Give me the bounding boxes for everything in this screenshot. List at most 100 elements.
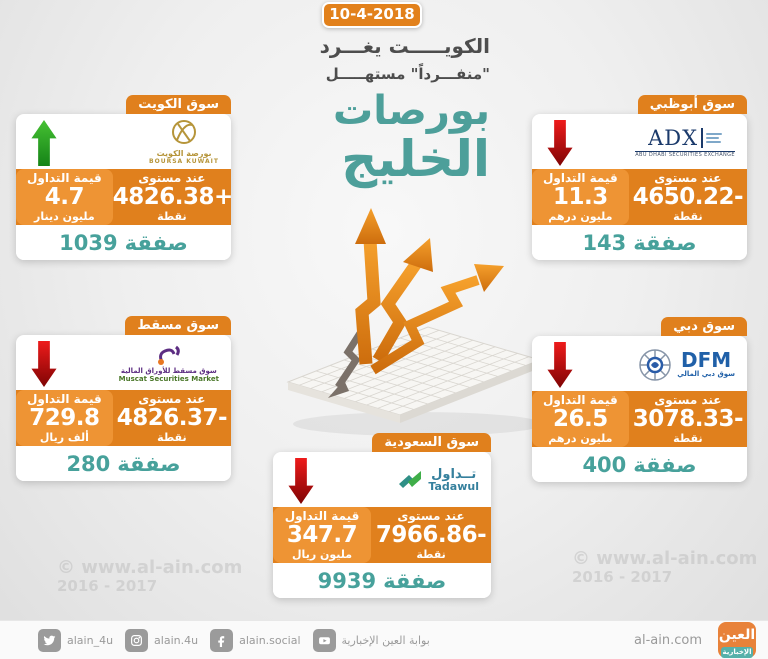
boursa-kuwait-emblem-icon (172, 120, 197, 145)
market-card-kuwait: سوق الكويت بورصة الكويت BOURSA KUWAIT قي… (16, 95, 234, 260)
adx-arabic-lines-icon (706, 133, 723, 144)
watermark: © www.al-ain.com 2016 - 2017 (57, 557, 243, 596)
twitter-icon (38, 628, 61, 652)
down-arrow-icon (31, 340, 57, 387)
trade-value-unit: مليون درهم (548, 209, 613, 223)
market-card-muscat: سوق مسقط سوق مسقط للأوراق المالية Muscat… (16, 316, 231, 481)
trade-value-label: قيمة التداول (543, 171, 618, 186)
dfm-compass-icon (639, 348, 671, 381)
level-value: 4650.22- (632, 184, 744, 211)
trade-value-unit: ألف ريال (39, 430, 89, 444)
dfm-wordmark: DFM (681, 348, 732, 373)
dfm-ar: سوق دبي المالي (677, 370, 735, 379)
deals-label: صفقة (633, 230, 697, 255)
boursa-kuwait-en: BOURSA KUWAIT (149, 157, 219, 165)
headline: الكويـــــت يغـــرد "منفـــرداً" مستهـــ… (230, 34, 490, 184)
deals-count: 143 (582, 230, 627, 255)
level-value: 4826.38+ (112, 184, 234, 211)
msm-logo: سوق مسقط للأوراق المالية Muscat Securiti… (119, 344, 219, 383)
level-value: 4826.37- (116, 405, 228, 432)
trade-value-label: قيمة التداول (284, 509, 360, 524)
headline-line4: الخليج (341, 129, 490, 188)
level-label: عند مستوى (138, 171, 206, 186)
trade-value-label: قيمة التداول (27, 171, 102, 186)
tadawul-logo: تــداول Tadawul (399, 468, 479, 494)
youtube-icon (312, 628, 336, 652)
trade-value: 729.8 (29, 405, 100, 432)
down-arrow-icon (288, 457, 314, 504)
facebook-icon (210, 628, 234, 652)
dfm-logo: DFM سوق دبي المالي (638, 348, 735, 382)
growth-arrows-illustration (286, 208, 543, 436)
boursa-kuwait-ar: بورصة الكويت (156, 149, 212, 159)
level-label: عند مستوى (654, 171, 722, 186)
headline-line2: "منفـــرداً" مستهـــــل (325, 65, 490, 83)
market-tab-muscat: سوق مسقط (125, 316, 231, 335)
deals-count: 400 (582, 452, 627, 477)
adx-wordmark: ADX (648, 126, 699, 151)
down-arrow-icon (547, 341, 573, 388)
deals-count: 9939 (317, 568, 377, 593)
facebook-link[interactable]: alain.social (210, 628, 301, 652)
tadawul-mark-icon (399, 471, 422, 489)
level-value: 7966.86- (375, 522, 487, 549)
level-label: عند مستوى (654, 393, 722, 408)
facebook-handle: alain.social (239, 633, 301, 647)
points-label: نقطة (673, 209, 703, 223)
msm-swirl-icon (157, 345, 180, 365)
instagram-link[interactable]: alain.4u (125, 628, 199, 652)
alain-logo[interactable]: العين الإخبارية (718, 622, 756, 658)
tadawul-ar: تــداول (431, 466, 477, 482)
adx-divider (701, 128, 704, 149)
adx-subtitle: ABU DHABI SECURITIES EXCHANGE (635, 151, 735, 159)
deals-count: 1039 (59, 230, 118, 255)
trade-value: 347.7 (286, 522, 358, 549)
twitter-handle: alain_4u (67, 633, 114, 647)
tadawul-en: Tadawul (428, 479, 479, 493)
twitter-link[interactable]: alain_4u (38, 628, 114, 652)
trade-value-unit: مليون دينار (34, 209, 95, 223)
trade-value-unit: مليون درهم (548, 431, 613, 445)
youtube-link[interactable]: بوابة العين الإخبارية (312, 628, 430, 652)
trade-value-unit: مليون ريال (292, 547, 353, 561)
down-arrow-icon (547, 119, 573, 166)
market-tab-dubai: سوق دبي (661, 317, 747, 336)
rising-arrows-orange (355, 208, 504, 375)
trade-value: 4.7 (44, 184, 85, 211)
market-card-saudi: سوق السعودية تــداول Tadawul قيمة التداو… (273, 433, 491, 598)
market-card-abudhabi: سوق أبوظبي ADX ABU DHABI SECURITIES EXCH… (532, 95, 747, 260)
market-tab-kuwait: سوق الكويت (126, 95, 231, 114)
deals-count: 280 (66, 451, 111, 476)
instagram-handle: alain.4u (154, 633, 199, 647)
deals-label: صفقة (383, 568, 447, 593)
falling-arrow-dark (328, 328, 365, 398)
site-url[interactable]: al-ain.com (634, 632, 702, 648)
msm-en: Muscat Securities Market (118, 375, 219, 383)
level-label: عند مستوى (138, 392, 206, 407)
trade-value-label: قيمة التداول (543, 393, 618, 408)
instagram-icon (125, 628, 149, 652)
alain-logo-sub: الإخبارية (721, 647, 753, 658)
adx-logo: ADX ABU DHABI SECURITIES EXCHANGE (635, 126, 735, 159)
msm-ar: سوق مسقط للأوراق المالية (120, 366, 217, 375)
level-label: عند مستوى (397, 509, 465, 524)
footer-bar: alain_4u alain.4u alain.social بوابة الع… (0, 620, 768, 659)
up-arrow-icon (31, 119, 57, 166)
deals-label: صفقة (633, 452, 697, 477)
watermark: © www.al-ain.com 2016 - 2017 (572, 548, 758, 587)
points-label: نقطة (673, 431, 703, 445)
headline-line3: بورصات (333, 88, 490, 134)
deals-label: صفقة (124, 230, 188, 255)
market-tab-saudi: سوق السعودية (372, 433, 491, 452)
points-label: نقطة (157, 209, 187, 223)
deals-label: صفقة (117, 451, 181, 476)
points-label: نقطة (157, 430, 187, 444)
trade-value: 26.5 (553, 406, 608, 433)
points-label: نقطة (416, 547, 446, 561)
headline-line1: الكويـــــت يغـــرد (319, 34, 490, 58)
boursa-kuwait-logo: بورصة الكويت BOURSA KUWAIT (149, 119, 219, 165)
date-badge: 10-4-2018 (322, 2, 422, 28)
trade-value-label: قيمة التداول (27, 392, 102, 407)
market-tab-abudhabi: سوق أبوظبي (637, 95, 747, 114)
